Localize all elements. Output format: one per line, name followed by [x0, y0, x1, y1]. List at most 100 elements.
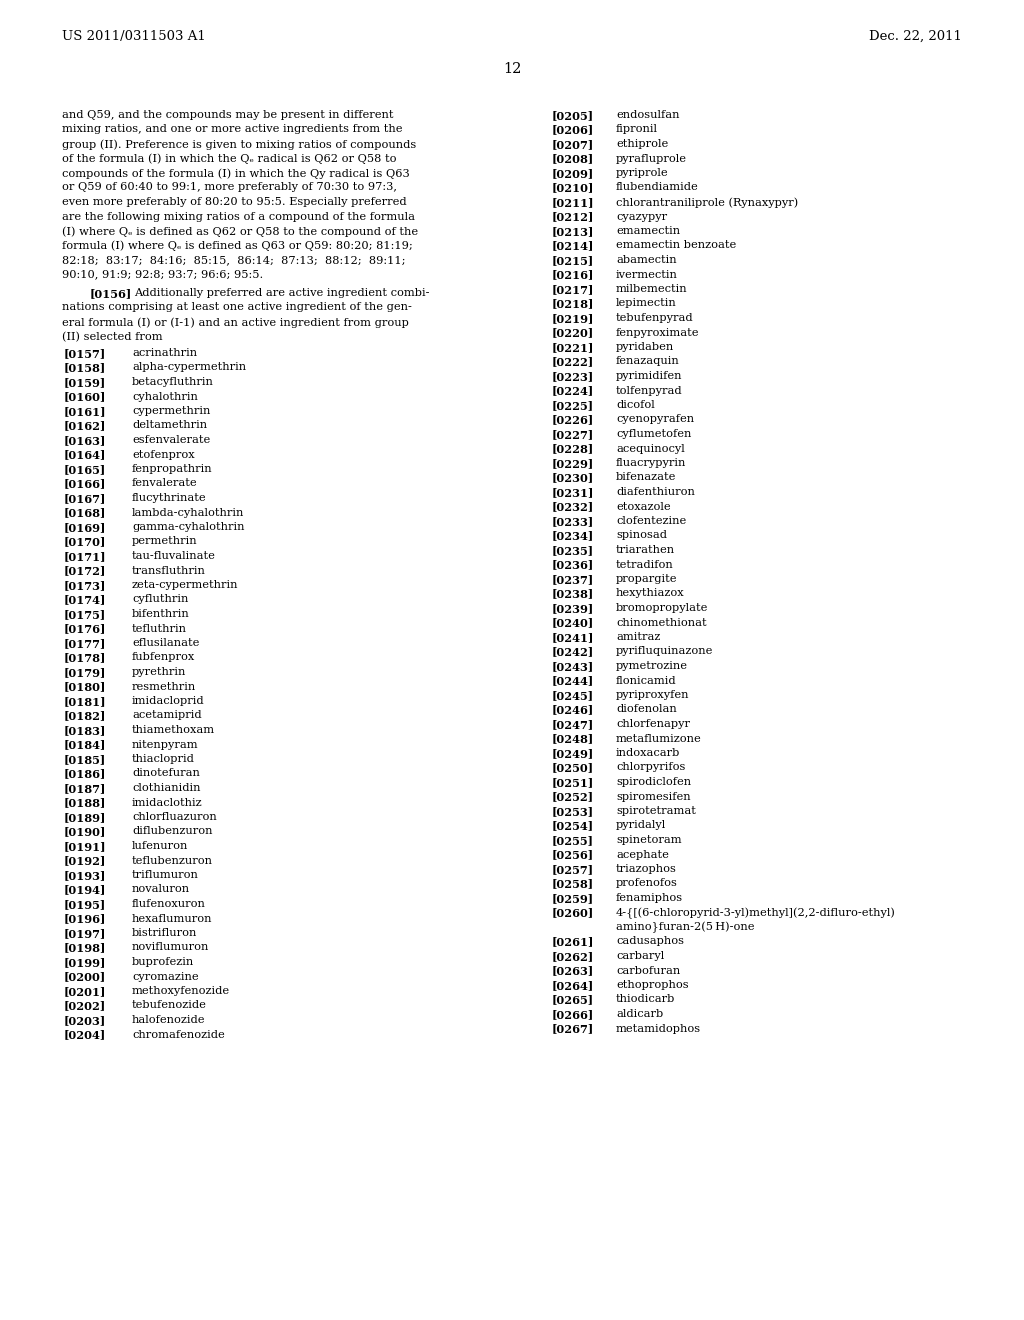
Text: eflusilanate: eflusilanate	[132, 638, 200, 648]
Text: [0197]: [0197]	[63, 928, 106, 939]
Text: [0246]: [0246]	[552, 705, 594, 715]
Text: emamectin benzoate: emamectin benzoate	[616, 240, 736, 251]
Text: [0234]: [0234]	[552, 531, 594, 541]
Text: thiamethoxam: thiamethoxam	[132, 725, 215, 735]
Text: fubfenprox: fubfenprox	[132, 652, 196, 663]
Text: carbofuran: carbofuran	[616, 965, 680, 975]
Text: pyriprole: pyriprole	[616, 168, 669, 178]
Text: [0174]: [0174]	[63, 594, 106, 606]
Text: chlorpyrifos: chlorpyrifos	[616, 763, 685, 772]
Text: [0160]: [0160]	[63, 392, 106, 403]
Text: [0189]: [0189]	[63, 812, 106, 822]
Text: pyridaben: pyridaben	[616, 342, 674, 352]
Text: [0172]: [0172]	[63, 565, 106, 577]
Text: tolfenpyrad: tolfenpyrad	[616, 385, 683, 396]
Text: diofenolan: diofenolan	[616, 705, 677, 714]
Text: fipronil: fipronil	[616, 124, 658, 135]
Text: [0180]: [0180]	[63, 681, 106, 693]
Text: [0251]: [0251]	[552, 777, 594, 788]
Text: triarathen: triarathen	[616, 545, 675, 554]
Text: [0258]: [0258]	[552, 879, 594, 890]
Text: cyenopyrafen: cyenopyrafen	[616, 414, 694, 425]
Text: profenofos: profenofos	[616, 879, 678, 888]
Text: [0200]: [0200]	[63, 972, 106, 982]
Text: [0263]: [0263]	[552, 965, 594, 977]
Text: bifenthrin: bifenthrin	[132, 609, 189, 619]
Text: pyrimidifen: pyrimidifen	[616, 371, 683, 381]
Text: (I) where Qₑ is defined as Q62 or Q58 to the compound of the: (I) where Qₑ is defined as Q62 or Q58 to…	[62, 226, 418, 236]
Text: [0165]: [0165]	[63, 465, 106, 475]
Text: [0212]: [0212]	[552, 211, 594, 223]
Text: [0170]: [0170]	[63, 536, 106, 548]
Text: [0190]: [0190]	[63, 826, 106, 837]
Text: [0206]: [0206]	[552, 124, 594, 136]
Text: tebufenpyrad: tebufenpyrad	[616, 313, 693, 323]
Text: [0250]: [0250]	[552, 763, 594, 774]
Text: [0225]: [0225]	[552, 400, 594, 411]
Text: even more preferably of 80:20 to 95:5. Especially preferred: even more preferably of 80:20 to 95:5. E…	[62, 197, 407, 207]
Text: tau-fluvalinate: tau-fluvalinate	[132, 550, 216, 561]
Text: clofentezine: clofentezine	[616, 516, 686, 525]
Text: lufenuron: lufenuron	[132, 841, 188, 851]
Text: [0237]: [0237]	[552, 574, 594, 585]
Text: amino}furan-2(5 H)-one: amino}furan-2(5 H)-one	[616, 921, 755, 933]
Text: [0256]: [0256]	[552, 850, 594, 861]
Text: [0210]: [0210]	[552, 182, 594, 194]
Text: [0173]: [0173]	[63, 579, 106, 591]
Text: pyridalyl: pyridalyl	[616, 821, 667, 830]
Text: [0242]: [0242]	[552, 647, 594, 657]
Text: [0222]: [0222]	[552, 356, 594, 367]
Text: spirodiclofen: spirodiclofen	[616, 777, 691, 787]
Text: Dec. 22, 2011: Dec. 22, 2011	[869, 30, 962, 44]
Text: cyhalothrin: cyhalothrin	[132, 392, 198, 401]
Text: thiacloprid: thiacloprid	[132, 754, 195, 764]
Text: amitraz: amitraz	[616, 632, 660, 642]
Text: resmethrin: resmethrin	[132, 681, 197, 692]
Text: [0157]: [0157]	[63, 348, 106, 359]
Text: [0181]: [0181]	[63, 696, 106, 708]
Text: bromopropylate: bromopropylate	[616, 603, 709, 612]
Text: [0262]: [0262]	[552, 950, 594, 962]
Text: imidacloprid: imidacloprid	[132, 696, 205, 706]
Text: ethoprophos: ethoprophos	[616, 979, 688, 990]
Text: chlorfluazuron: chlorfluazuron	[132, 812, 217, 822]
Text: [0232]: [0232]	[552, 502, 594, 512]
Text: [0219]: [0219]	[552, 313, 594, 323]
Text: fenazaquin: fenazaquin	[616, 356, 680, 367]
Text: [0204]: [0204]	[63, 1030, 106, 1040]
Text: [0175]: [0175]	[63, 609, 106, 620]
Text: [0182]: [0182]	[63, 710, 106, 722]
Text: [0257]: [0257]	[552, 865, 594, 875]
Text: fluacrypyrin: fluacrypyrin	[616, 458, 686, 469]
Text: [0185]: [0185]	[63, 754, 106, 766]
Text: methoxyfenozide: methoxyfenozide	[132, 986, 230, 997]
Text: [0213]: [0213]	[552, 226, 594, 238]
Text: permethrin: permethrin	[132, 536, 198, 546]
Text: deltamethrin: deltamethrin	[132, 421, 207, 430]
Text: triazophos: triazophos	[616, 865, 677, 874]
Text: diflubenzuron: diflubenzuron	[132, 826, 213, 837]
Text: [0188]: [0188]	[63, 797, 106, 808]
Text: group (II). Preference is given to mixing ratios of compounds: group (II). Preference is given to mixin…	[62, 139, 416, 149]
Text: [0244]: [0244]	[552, 676, 594, 686]
Text: fenpyroximate: fenpyroximate	[616, 327, 699, 338]
Text: [0158]: [0158]	[63, 363, 106, 374]
Text: [0208]: [0208]	[552, 153, 594, 165]
Text: pyrethrin: pyrethrin	[132, 667, 186, 677]
Text: diafenthiuron: diafenthiuron	[616, 487, 695, 498]
Text: pyrifluquinazone: pyrifluquinazone	[616, 647, 714, 656]
Text: [0218]: [0218]	[552, 298, 594, 309]
Text: pymetrozine: pymetrozine	[616, 661, 688, 671]
Text: [0266]: [0266]	[552, 1008, 594, 1020]
Text: chlorfenapyr: chlorfenapyr	[616, 719, 690, 729]
Text: tefluthrin: tefluthrin	[132, 623, 187, 634]
Text: [0156]: [0156]	[90, 288, 132, 300]
Text: spirotetramat: spirotetramat	[616, 807, 696, 816]
Text: lepimectin: lepimectin	[616, 298, 677, 309]
Text: [0264]: [0264]	[552, 979, 594, 991]
Text: pyrafluprole: pyrafluprole	[616, 153, 687, 164]
Text: [0201]: [0201]	[63, 986, 106, 997]
Text: carbaryl: carbaryl	[616, 950, 665, 961]
Text: betacyfluthrin: betacyfluthrin	[132, 378, 214, 387]
Text: etoxazole: etoxazole	[616, 502, 671, 511]
